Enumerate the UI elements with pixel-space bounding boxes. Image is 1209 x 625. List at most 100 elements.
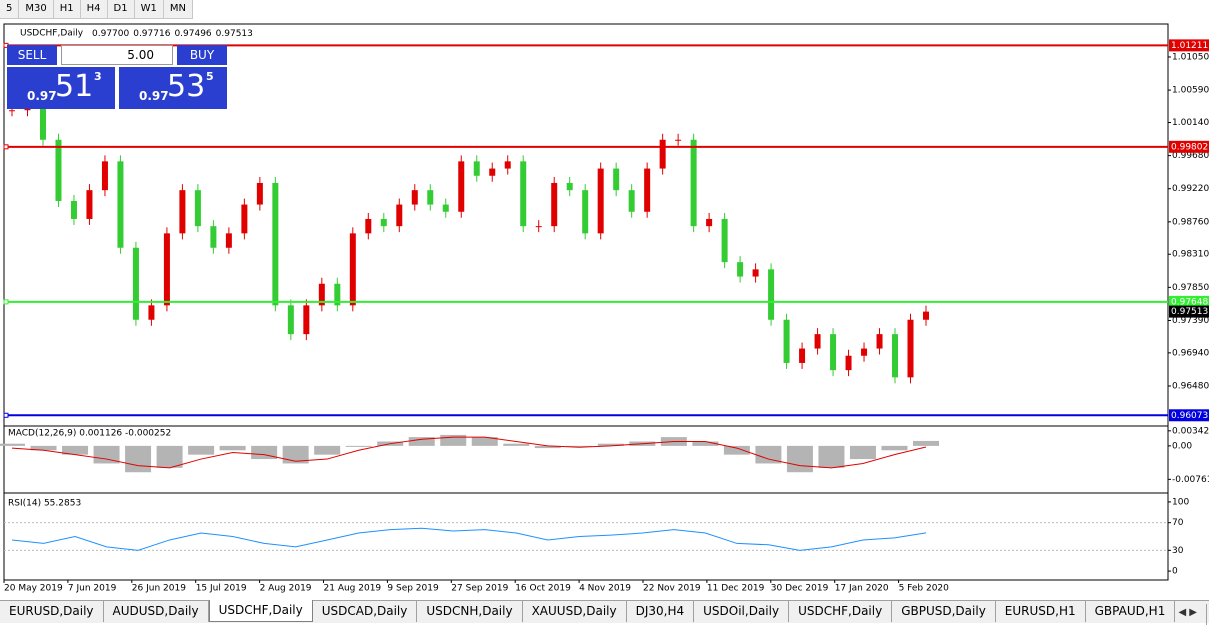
chart-tab[interactable]: GBPUSD,Daily	[892, 601, 996, 622]
chart-tab[interactable]: USDCAD,Daily	[313, 601, 418, 622]
candle	[272, 182, 279, 306]
chart-tab[interactable]: XAUUSD,Daily	[523, 601, 627, 622]
candle	[179, 190, 186, 234]
macd-bar	[881, 445, 908, 451]
candle	[923, 311, 929, 320]
symbol: USDCHF,Daily	[20, 29, 84, 39]
chart-tab[interactable]: USDCHF,Daily	[208, 600, 313, 622]
chart-tab[interactable]: USDCHF,Daily	[789, 601, 893, 622]
candle	[659, 139, 666, 169]
x-tick-label: 26 Jun 2019	[132, 584, 186, 594]
timeframe-button[interactable]: M30	[19, 0, 54, 18]
chart-window: USDCHF,Daily MACD(12,26,9) 0.001126 -0.0…	[0, 23, 1209, 594]
rsi-line	[11, 527, 927, 551]
macd-bar	[913, 440, 939, 446]
bid-price[interactable]: 0.97 51 3	[7, 67, 115, 109]
candle	[535, 226, 542, 228]
candle	[365, 218, 372, 234]
y-tick-label: 0.96940	[1172, 348, 1209, 358]
candle	[721, 218, 728, 263]
chart-tab[interactable]: AUDUSD,Daily	[104, 601, 209, 622]
candle	[318, 283, 325, 306]
chart-tab[interactable]: EURUSD,Daily	[0, 601, 104, 622]
y-tick-label: 0.96480	[1172, 381, 1209, 391]
timeframe-button[interactable]: H4	[81, 0, 108, 18]
x-tick-label: 11 Dec 2019	[707, 584, 765, 594]
chart-tab[interactable]: EURUSD,H1	[996, 601, 1086, 622]
candle	[597, 168, 604, 234]
y-tick-label: -0.007615	[1172, 475, 1209, 485]
chart-tab[interactable]: USDOil,Daily	[694, 601, 790, 622]
chart-tab[interactable]: DJ30,H4	[627, 601, 695, 622]
timeframe-button[interactable]: D1	[108, 0, 135, 18]
macd-bar	[440, 434, 467, 446]
timeframe-button[interactable]: MN	[164, 0, 193, 18]
y-tick-label: 70	[1172, 518, 1184, 528]
y-tick-label: 0.98760	[1172, 217, 1209, 227]
candle	[210, 226, 217, 248]
candle	[628, 190, 635, 212]
candle	[504, 161, 511, 169]
candle	[582, 190, 589, 234]
y-tick-label: 1.00590	[1172, 86, 1209, 96]
macd-bar	[818, 445, 845, 468]
level-tag	[1169, 409, 1209, 422]
ask-fraction: 5	[206, 70, 214, 83]
sell-button[interactable]: SELL	[7, 45, 57, 65]
candle	[876, 334, 883, 349]
level-tag	[1169, 140, 1209, 153]
ask-pips: 53	[167, 69, 206, 104]
x-tick-label: 16 Oct 2019	[515, 584, 571, 594]
candle	[132, 247, 139, 320]
macd-bar	[62, 445, 89, 455]
macd-bar	[0, 443, 25, 446]
x-tick-label: 9 Sep 2019	[387, 584, 439, 594]
candle	[613, 168, 620, 191]
tab-scroll[interactable]: ◀ ▶	[1169, 604, 1207, 625]
y-tick-label: 100	[1172, 497, 1189, 507]
candle	[9, 110, 15, 112]
candle	[706, 218, 713, 227]
current-price-label: 0.97513	[1171, 307, 1208, 317]
candle	[163, 233, 170, 306]
macd-bar	[534, 445, 561, 449]
lot-input[interactable]: 5.00	[61, 45, 173, 65]
x-tick-label: 21 Aug 2019	[324, 584, 382, 594]
chart-tab[interactable]: USDCNH,Daily	[417, 601, 523, 622]
timeframe-button[interactable]: 5	[0, 0, 20, 18]
current-price-tag	[1169, 305, 1209, 318]
candle	[442, 204, 449, 212]
timeframe-button[interactable]: H1	[54, 0, 81, 18]
y-tick-label: 0.98310	[1172, 250, 1209, 260]
candle	[830, 334, 837, 371]
ask-price[interactable]: 0.97 53 5	[119, 67, 227, 109]
candle	[861, 348, 868, 356]
y-tick-label: 0	[1172, 567, 1178, 577]
buy-button[interactable]: BUY	[177, 45, 227, 65]
chart-tab[interactable]: GBPAUD,H1	[1086, 601, 1176, 622]
macd-label: MACD(12,26,9) 0.001126 -0.000252	[8, 429, 171, 439]
level-label: 0.99802	[1171, 142, 1208, 152]
timeframe-button[interactable]: W1	[135, 0, 164, 18]
level-label: 0.96073	[1171, 411, 1208, 421]
y-tick-label: 0.99220	[1172, 184, 1209, 194]
candle	[783, 319, 790, 363]
candle	[427, 190, 434, 205]
x-tick-label: 27 Sep 2019	[451, 584, 508, 594]
ohlc-value: 0.97700	[92, 29, 129, 39]
candle	[907, 319, 914, 378]
candle	[225, 233, 232, 248]
macd-bar	[408, 437, 435, 446]
y-tick-label: 1.00140	[1172, 118, 1209, 128]
candle	[458, 161, 465, 212]
candle	[256, 182, 263, 205]
candle	[768, 269, 775, 320]
macd-bar	[597, 443, 624, 446]
level-label: 0.97648	[1171, 297, 1208, 307]
x-tick-label: 15 Jul 2019	[196, 584, 247, 594]
one-click-trading: SELL 5.00 BUY 0.97 51 3 0.97 53 5	[7, 45, 227, 109]
macd-bar	[219, 445, 246, 451]
level-handle	[3, 144, 9, 150]
rsi-label: RSI(14) 55.2853	[8, 499, 81, 509]
